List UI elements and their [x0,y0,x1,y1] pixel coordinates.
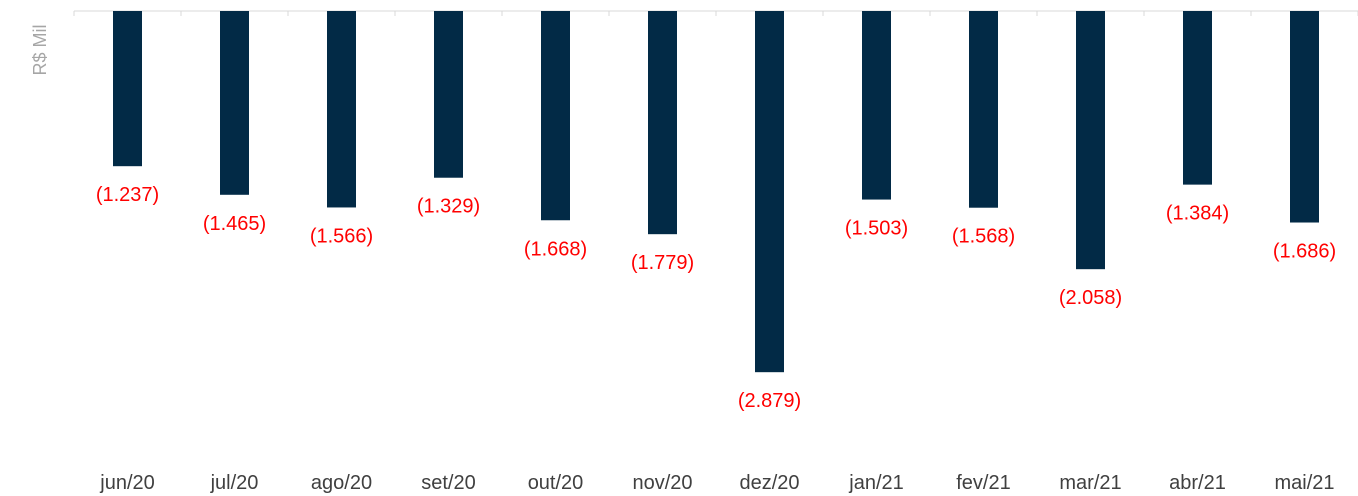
bar [1076,11,1105,270]
data-label: (1.503) [845,218,908,240]
bar [541,11,570,221]
data-label: (1.384) [1166,203,1229,225]
bar [434,11,463,178]
bar [1183,11,1212,185]
data-label: (1.568) [952,226,1015,248]
x-tick-label: abr/21 [1169,472,1226,494]
x-tick-label: jun/20 [99,472,155,494]
x-tick-label: ago/20 [311,472,372,494]
data-label: (1.237) [96,184,159,206]
bar [1290,11,1319,223]
bar [327,11,356,208]
y-axis-label: R$ Mil [29,24,50,76]
x-tick-label: mai/21 [1274,472,1334,494]
data-label: (1.465) [203,213,266,235]
x-tick-label: fev/21 [956,472,1010,494]
x-tick-label: dez/20 [739,472,799,494]
bar [220,11,249,195]
x-tick-label: jul/20 [210,472,259,494]
bar [648,11,677,235]
bar [862,11,891,200]
data-label: (2.879) [738,390,801,412]
data-label: (1.779) [631,252,694,274]
data-label: (1.686) [1273,241,1336,263]
bar [755,11,784,373]
data-label: (1.329) [417,196,480,218]
x-tick-label: out/20 [528,472,584,494]
bar [969,11,998,208]
x-tick-label: set/20 [421,472,475,494]
data-label: (1.668) [524,238,587,260]
data-label: (1.566) [310,225,373,247]
x-tick-label: nov/20 [632,472,692,494]
bar [113,11,142,167]
data-label: (2.058) [1059,287,1122,309]
x-tick-label: jan/21 [848,472,904,494]
x-tick-label: mar/21 [1059,472,1121,494]
